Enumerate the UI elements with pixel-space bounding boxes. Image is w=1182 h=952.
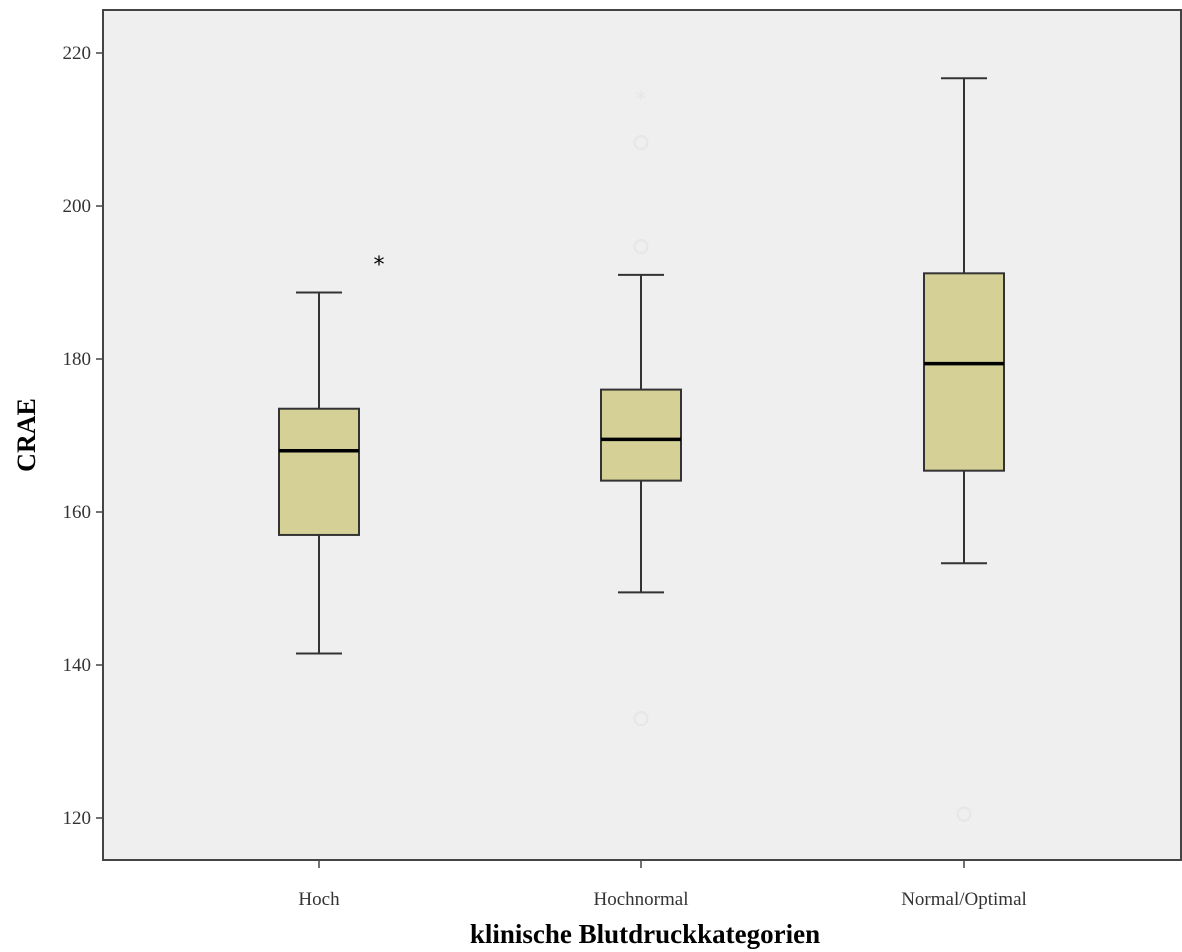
- y-tick-label: 200: [63, 196, 92, 217]
- outlier-point: [633, 135, 649, 151]
- extreme-point: *: [636, 88, 647, 113]
- extreme-point: *: [374, 253, 385, 278]
- x-tick-label: Normal/Optimal: [901, 889, 1027, 910]
- boxes: **: [278, 77, 1005, 822]
- x-axis-ticks: Hoch Hochnormal Normal/Optimal: [298, 860, 1027, 910]
- y-tick-label: 220: [63, 43, 92, 64]
- box-iqr: [923, 272, 1005, 472]
- y-axis-title: CRAE: [12, 398, 41, 472]
- box-group: [923, 77, 1005, 822]
- outlier-point: [956, 806, 972, 822]
- y-tick-label: 180: [63, 349, 92, 370]
- y-tick-label: 140: [63, 655, 92, 676]
- y-tick-label: 160: [63, 502, 92, 523]
- box-iqr: [600, 388, 682, 482]
- outlier-point: [633, 711, 649, 727]
- x-axis-title: klinische Blutdruckkategorien: [470, 919, 820, 949]
- x-tick-label: Hoch: [298, 889, 340, 910]
- box-group: *: [600, 88, 682, 727]
- y-axis-ticks: 120 140 160 180 200 220: [63, 43, 103, 829]
- box-group: *: [278, 253, 385, 655]
- outlier-point: [633, 239, 649, 255]
- y-tick-label: 120: [63, 808, 92, 829]
- x-tick-label: Hochnormal: [594, 889, 689, 910]
- box-iqr: [278, 407, 360, 536]
